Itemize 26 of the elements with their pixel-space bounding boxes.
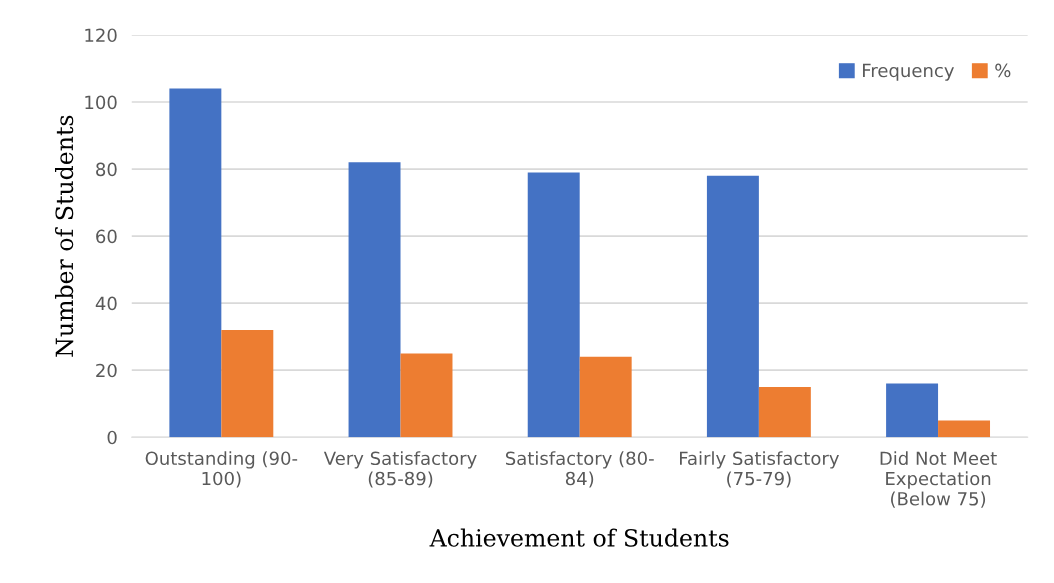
legend-label: % [995,63,1011,78]
bar [221,329,274,438]
x-axis-title: Achievement of Students [429,528,729,547]
bar [706,175,759,438]
y-axis-title: Number of Students [54,115,74,357]
bar [886,383,939,438]
y-tick-label: 60 [96,229,117,244]
bar [400,353,453,438]
y-tick-label: 80 [96,162,117,177]
y-tick-label: 0 [107,430,117,445]
y-tick-label: 20 [96,363,117,378]
bar [527,172,580,438]
bar [169,88,222,438]
legend-label: Frequency [863,63,954,81]
x-tick-label: Satisfactory (80- 84) [505,451,654,488]
x-tick-label: Fairly Satisfactory (75-79) [680,451,839,488]
x-tick-label: Outstanding (90- 100) [145,451,298,488]
bar [348,162,401,438]
bar [938,420,991,438]
y-tick-label: 40 [95,296,117,311]
y-tick-label: 100 [85,95,117,110]
bar [758,386,811,438]
bar [579,356,632,438]
y-tick-label: 120 [85,28,117,43]
x-tick-label: Did Not Meet Expectation (Below 75) [880,451,997,508]
x-tick-label: Very Satisfactory (85-89) [323,451,477,488]
